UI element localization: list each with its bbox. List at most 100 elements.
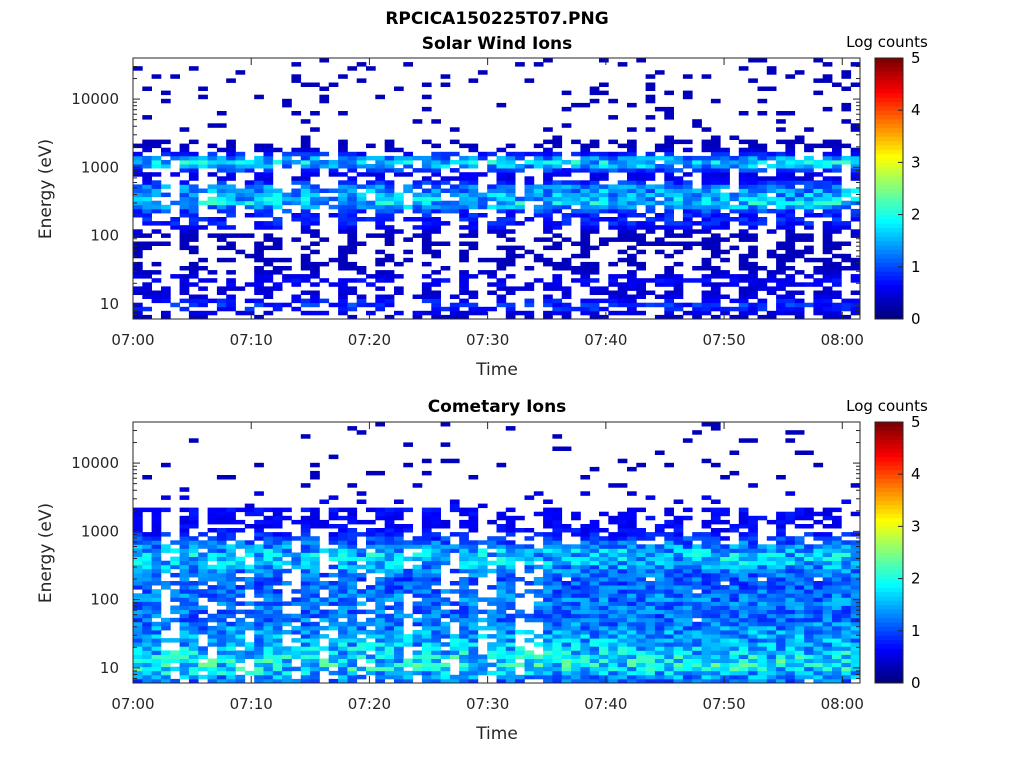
spectrogram-cell — [216, 507, 227, 513]
spectrogram-cell — [459, 196, 469, 202]
spectrogram-cell — [589, 196, 600, 202]
spectrogram-cell — [431, 577, 441, 582]
spectrogram-cell — [580, 270, 591, 275]
spectrogram-cell — [170, 564, 180, 570]
spectrogram-cell — [748, 621, 758, 627]
spectrogram-cell — [244, 204, 255, 210]
spectrogram-cell — [394, 511, 404, 517]
spectrogram-cell — [244, 213, 255, 218]
spectrogram-cell — [571, 532, 581, 537]
spectrogram-cell — [822, 225, 833, 230]
spectrogram-cell — [188, 515, 199, 521]
spectrogram-cell — [421, 274, 432, 279]
spectrogram-cell — [804, 172, 814, 177]
spectrogram-cell — [710, 662, 721, 668]
spectrogram-cell — [254, 491, 264, 496]
spectrogram-cell — [310, 630, 320, 635]
spectrogram-cell — [710, 192, 721, 198]
spectrogram-cell — [170, 274, 180, 279]
spectrogram-cell — [552, 241, 563, 246]
spectrogram-cell — [254, 241, 264, 246]
spectrogram-cell — [300, 532, 311, 537]
spectrogram-cell — [552, 532, 563, 537]
spectrogram-cell — [832, 196, 842, 202]
spectrogram-cell — [533, 204, 544, 210]
spectrogram-cell — [757, 662, 768, 668]
spectrogram-cell — [822, 650, 833, 655]
spectrogram-cell — [729, 548, 740, 553]
spectrogram-cell — [356, 184, 367, 189]
spectrogram-cell — [207, 589, 218, 594]
spectrogram-cell — [459, 160, 469, 165]
spectrogram-cell — [161, 192, 171, 198]
spectrogram-cell — [710, 593, 721, 598]
spectrogram-cell — [421, 568, 432, 574]
spectrogram-cell — [580, 221, 591, 226]
spectrogram-cell — [785, 139, 796, 145]
spectrogram-cell — [263, 261, 274, 267]
spectrogram-cell — [226, 213, 236, 218]
spectrogram-cell — [328, 678, 339, 684]
spectrogram-cell — [226, 666, 236, 672]
spectrogram-cell — [310, 556, 320, 562]
spectrogram-cell — [151, 650, 162, 655]
spectrogram-cell — [580, 184, 591, 189]
spectrogram-cell — [300, 650, 311, 655]
spectrogram-cell — [151, 662, 162, 668]
spectrogram-cell — [394, 86, 404, 91]
spectrogram-cell — [748, 237, 758, 242]
spectrogram-cell — [198, 577, 208, 582]
spectrogram-cell — [421, 662, 432, 668]
spectrogram-cell — [757, 593, 768, 598]
spectrogram-cell — [356, 278, 367, 283]
spectrogram-cell — [347, 225, 358, 230]
spectrogram-cell — [561, 106, 572, 112]
spectrogram-cell — [328, 597, 339, 602]
spectrogram-cell — [151, 160, 162, 165]
spectrogram-cell — [235, 286, 246, 291]
spectrogram-cell — [375, 605, 385, 610]
spectrogram-cell — [636, 184, 646, 189]
spectrogram-cell — [608, 532, 618, 537]
spectrogram-cell — [832, 184, 842, 189]
spectrogram-cell — [244, 200, 255, 206]
spectrogram-cell — [738, 552, 749, 557]
spectrogram-cell — [328, 524, 339, 529]
spectrogram-cell — [170, 200, 180, 206]
spectrogram-cell — [552, 507, 563, 513]
spectrogram-cell — [431, 646, 441, 651]
spectrogram-cell — [627, 674, 637, 680]
spectrogram-cell — [496, 613, 507, 619]
spectrogram-cell — [431, 642, 441, 647]
spectrogram-cell — [300, 560, 311, 566]
spectrogram-cell — [263, 213, 274, 218]
spectrogram-cell — [543, 581, 553, 586]
spectrogram-cell — [179, 634, 190, 639]
spectrogram-cell — [468, 204, 479, 210]
spectrogram-cell — [720, 237, 730, 242]
spectrogram-cell — [636, 585, 646, 590]
spectrogram-cell — [431, 196, 441, 202]
spectrogram-cell — [766, 155, 777, 161]
spectrogram-cell — [170, 654, 180, 659]
spectrogram-cell — [729, 560, 740, 566]
spectrogram-cell — [664, 544, 674, 549]
spectrogram-cell — [813, 78, 824, 83]
spectrogram-cell — [654, 617, 665, 623]
spectrogram-cell — [496, 266, 507, 271]
spectrogram-cell — [804, 621, 814, 627]
spectrogram-cell — [310, 654, 320, 659]
spectrogram-cell — [440, 151, 451, 157]
spectrogram-cell — [571, 200, 581, 206]
spectrogram-cell — [496, 617, 507, 623]
spectrogram-cell — [161, 495, 171, 500]
spectrogram-cell — [748, 634, 758, 639]
spectrogram-cell — [394, 229, 404, 234]
spectrogram-cell — [477, 270, 488, 275]
spectrogram-cell — [347, 605, 358, 610]
spectrogram-cell — [328, 536, 339, 541]
spectrogram-cell — [188, 233, 199, 238]
spectrogram-cell — [729, 670, 740, 676]
spectrogram-cell — [468, 507, 479, 513]
spectrogram-cell — [207, 540, 218, 545]
